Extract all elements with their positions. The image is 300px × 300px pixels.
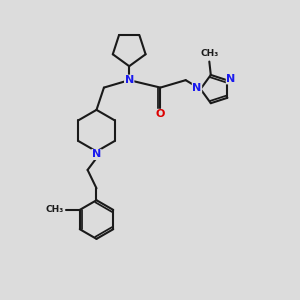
- Text: CH₃: CH₃: [46, 206, 64, 214]
- Text: CH₃: CH₃: [200, 49, 218, 58]
- Text: N: N: [192, 82, 202, 93]
- Text: N: N: [124, 75, 134, 85]
- Text: O: O: [156, 109, 165, 119]
- Text: N: N: [92, 149, 101, 160]
- Text: N: N: [226, 74, 236, 84]
